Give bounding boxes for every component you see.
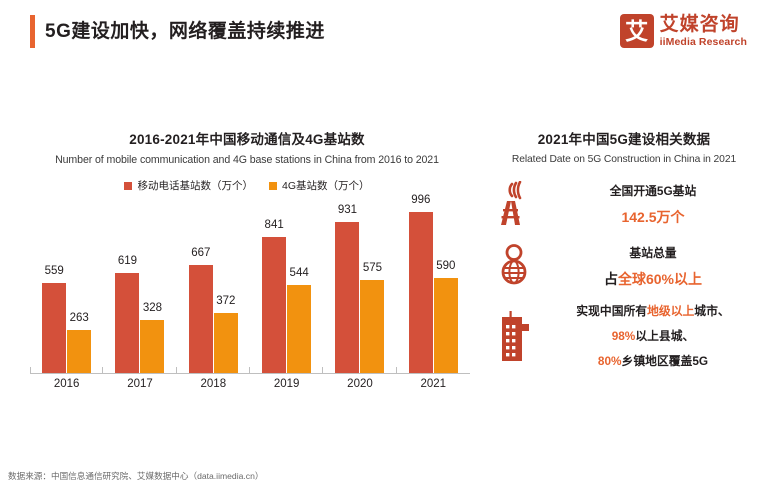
chart-bar-value: 996 xyxy=(411,193,431,206)
chart-bar: 841 xyxy=(262,219,287,373)
chart-bar-value: 841 xyxy=(264,218,284,231)
title-accent-bar xyxy=(30,15,35,48)
legend-swatch-red xyxy=(124,181,133,190)
page-title: 5G建设加快，网络覆盖持续推进 xyxy=(45,21,325,42)
chart-bar-value: 263 xyxy=(69,312,89,325)
chart-bar-group: 841 544 xyxy=(250,196,324,374)
stat-line-2-part-b: 以上县城、 xyxy=(635,328,695,343)
chart-x-tick-label: 2019 xyxy=(273,378,300,390)
chart-bar: 559 xyxy=(42,265,67,373)
stat-line-3: 80%乡镇地区覆盖5G xyxy=(548,353,758,368)
cell-tower-icon xyxy=(490,181,548,227)
chart-bar-groups: 559 263 619 328 667 372 841 544 931 575 996 590 xyxy=(30,194,470,374)
stat-line-2-highlight: 98% xyxy=(611,328,636,343)
stat-text-coverage: 实现中国所有地级以上城市、 98%以上县城、 80%乡镇地区覆盖5G xyxy=(548,305,758,368)
stat-line-3-highlight: 80% xyxy=(597,353,622,368)
stat-text-5g-base-stations: 全国开通5G基站 142.5万个 xyxy=(548,182,758,227)
building-icon xyxy=(490,309,548,363)
bar-chart-panel: 2016-2021年中国移动通信及4G基站数 Number of mobile … xyxy=(12,128,482,413)
stat-text-global-share: 基站总量 占全球60%以上 xyxy=(548,244,758,289)
stat-heading-1: 基站总量 xyxy=(629,245,677,260)
chart-x-tick-label: 2017 xyxy=(127,378,153,390)
chart-title: 2016-2021年中国移动通信及4G基站数 xyxy=(129,132,365,147)
chart-bar: 931 xyxy=(335,204,360,373)
stat-block-global-share: 基站总量 占全球60%以上 xyxy=(490,243,758,289)
logo-name-en: iiMedia Research xyxy=(659,35,747,48)
chart-bar-group: 931 575 xyxy=(323,196,397,374)
stat-line-2: 98%以上县城、 xyxy=(548,328,758,343)
chart-bar-value: 619 xyxy=(117,254,138,267)
stat-heading-0: 全国开通5G基站 xyxy=(609,183,697,198)
chart-bar: 263 xyxy=(67,312,92,373)
chart-bar-value: 931 xyxy=(337,204,358,217)
chart-bar-value: 328 xyxy=(142,301,163,314)
chart-bar-group: 996 590 xyxy=(397,194,470,373)
legend-label-series-0: 移动电话基站数（万个） xyxy=(137,180,253,192)
globe-pin-icon xyxy=(490,243,548,289)
source-note: 数据来源：中国信息通信研究院、艾媒数据中心（data.iimedia.cn） xyxy=(8,471,264,481)
chart-bar: 619 xyxy=(115,255,140,373)
stat-value-1-highlight: 全球60%以上 xyxy=(617,270,703,287)
stat-value-0: 142.5万个 xyxy=(621,208,685,225)
chart-legend: 移动电话基站数（万个） 4G基站数（万个） xyxy=(12,178,482,193)
chart-x-tick-label: 2020 xyxy=(347,378,373,390)
chart-x-tick-label: 2018 xyxy=(200,378,227,390)
stats-panel: 2021年中国5G建设相关数据 Related Date on 5G Const… xyxy=(490,128,758,428)
brand-logo: 艾 艾媒咨询 iiMedia Research xyxy=(619,14,747,48)
chart-bar: 996 xyxy=(408,194,433,373)
chart-bar: 372 xyxy=(213,295,238,373)
chart-bar-group: 559 263 xyxy=(30,196,104,374)
chart-subtitle: Number of mobile communication and 4G ba… xyxy=(55,154,439,166)
stats-panel-title: 2021年中国5G建设相关数据 xyxy=(537,132,711,147)
stat-line-1: 实现中国所有地级以上城市、 xyxy=(548,305,758,318)
chart-axis-tick xyxy=(30,367,31,374)
chart-bar-value: 372 xyxy=(216,294,236,307)
legend-swatch-orange xyxy=(268,181,277,190)
chart-bar: 575 xyxy=(360,262,385,373)
stat-block-coverage: 实现中国所有地级以上城市、 98%以上县城、 80%乡镇地区覆盖5G xyxy=(490,305,758,368)
chart-x-tick-label: 2021 xyxy=(420,378,447,390)
chart-bar-value: 667 xyxy=(191,247,211,260)
chart-bar: 328 xyxy=(140,302,165,373)
logo-mark-glyph: 艾 xyxy=(625,17,649,44)
chart-x-tick-label: 2016 xyxy=(53,378,80,390)
chart-bar-group: 667 372 xyxy=(177,196,251,374)
stat-line-1-highlight: 地级以上 xyxy=(647,304,695,318)
chart-bar-value: 544 xyxy=(289,266,309,279)
stats-panel-subtitle: Related Date on 5G Construction in China… xyxy=(511,154,737,165)
stat-line-1-part-a: 实现中国所有 xyxy=(576,304,648,318)
stat-line-3-part-b: 乡镇地区覆盖5G xyxy=(621,353,709,368)
chart-bar-value: 559 xyxy=(44,264,64,277)
stat-value-1: 占全球60%以上 xyxy=(548,269,758,289)
chart-bar: 544 xyxy=(287,267,312,373)
legend-item-4g-stations: 4G基站数（万个） xyxy=(268,178,370,193)
chart-bar-value: 590 xyxy=(436,259,456,272)
logo-text: 艾媒咨询 iiMedia Research xyxy=(660,15,747,48)
chart-plot-area: 559 263 619 328 667 372 841 544 931 575 996 590 xyxy=(30,194,470,374)
legend-item-mobile-phone-stations: 移动电话基站数（万个） xyxy=(124,178,253,193)
logo-mark-icon: 艾 xyxy=(619,14,654,48)
chart-bar: 590 xyxy=(433,260,458,373)
logo-name-cn: 艾媒咨询 xyxy=(659,13,740,35)
chart-x-axis-labels: 2016 2017 2018 2019 2020 2021 xyxy=(30,378,470,390)
chart-bar-group: 619 328 xyxy=(103,196,177,374)
chart-x-axis-line xyxy=(30,373,470,374)
legend-label-series-1: 4G基站数（万个） xyxy=(281,180,370,192)
stat-line-1-part-b: 城市、 xyxy=(694,304,730,318)
stat-value-1-prefix: 占 xyxy=(603,270,618,287)
stat-block-5g-base-stations: 全国开通5G基站 142.5万个 xyxy=(490,181,758,227)
page-header: 5G建设加快，网络覆盖持续推进 艾 艾媒咨询 iiMedia Research xyxy=(0,0,769,68)
chart-bar: 667 xyxy=(188,247,213,373)
chart-bar-value: 575 xyxy=(362,261,383,274)
